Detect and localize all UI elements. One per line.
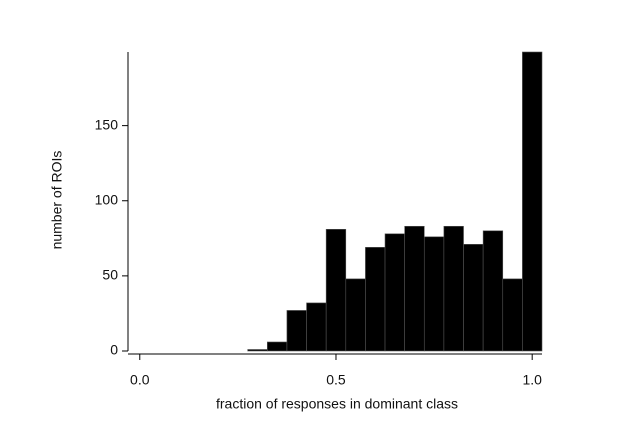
bar (306, 302, 327, 352)
bar (404, 225, 425, 352)
x-tick-label: 0.0 (130, 372, 150, 388)
y-tick-label: 150 (95, 116, 119, 132)
bar (502, 278, 523, 352)
x-tick-label: 1.0 (522, 372, 542, 388)
bar (522, 51, 543, 352)
x-tick-label: 0.5 (326, 372, 346, 388)
bar (463, 244, 484, 352)
bar (345, 278, 366, 352)
bar (286, 310, 307, 352)
bar (325, 228, 347, 352)
x-axis-label: fraction of responses in dominant class (216, 396, 458, 412)
bar (384, 233, 405, 352)
y-tick-label: 0 (110, 342, 118, 358)
bar (247, 349, 268, 352)
bar (482, 230, 504, 352)
bar (267, 341, 288, 352)
y-tick-label: 100 (95, 191, 119, 207)
bar (423, 236, 445, 352)
bar (443, 225, 464, 352)
y-axis-label: number of ROIs (49, 151, 65, 250)
bar (365, 247, 386, 352)
y-tick-label: 50 (102, 267, 118, 283)
